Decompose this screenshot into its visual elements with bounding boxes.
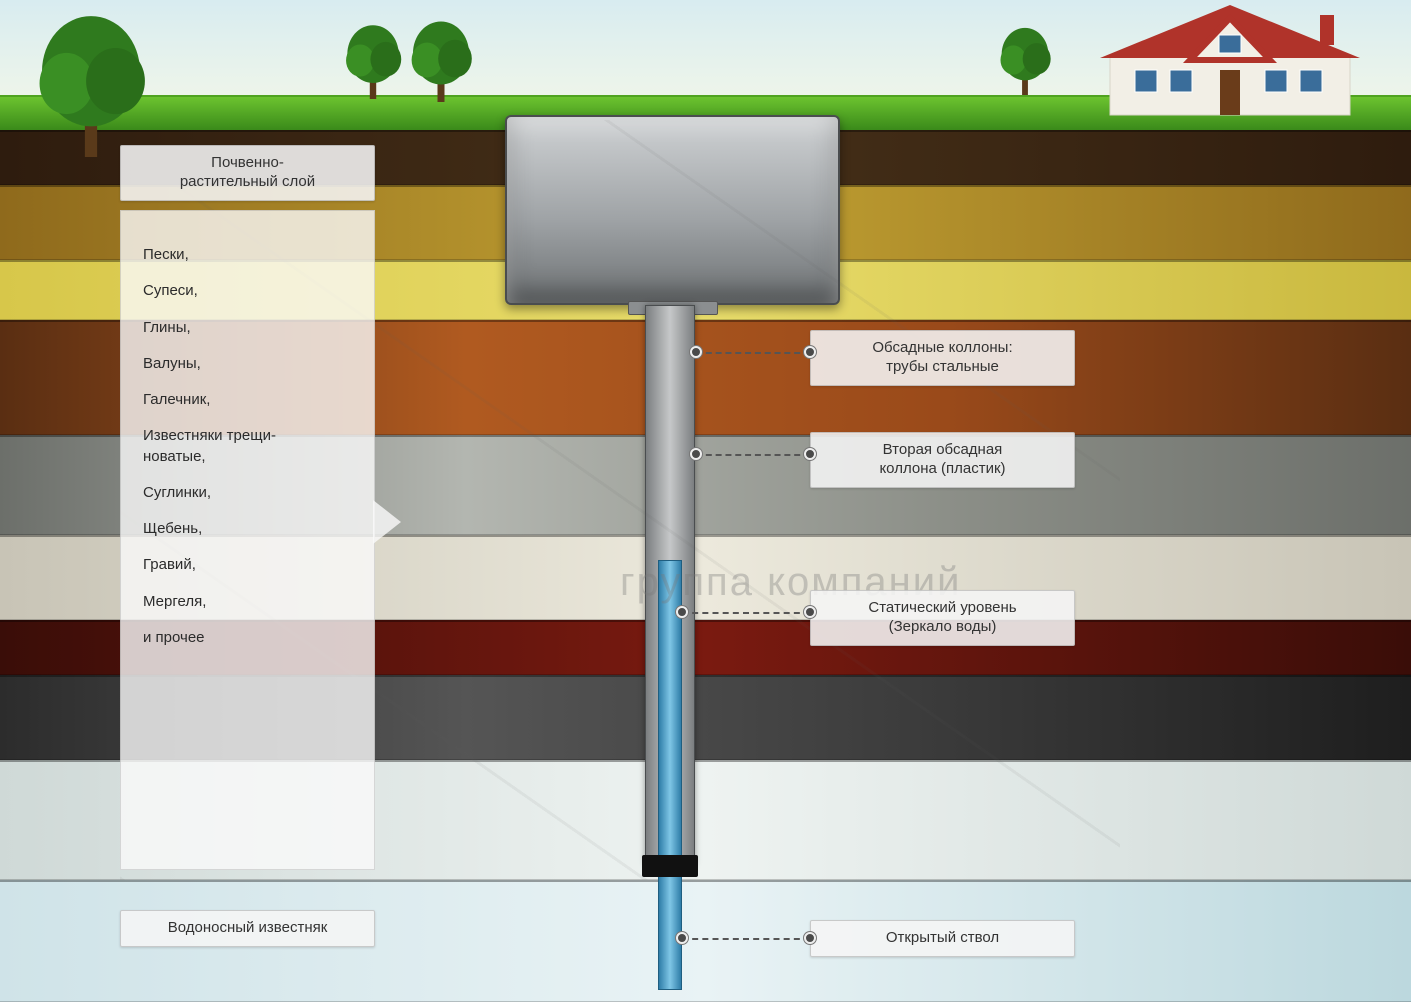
pipe-collar (642, 855, 698, 877)
soil-type-item: Гравий, (143, 555, 354, 575)
soil-type-item: Щебень, (143, 519, 354, 539)
well-tank (505, 115, 840, 305)
leader-line (696, 454, 810, 456)
leader-dot-icon (804, 932, 816, 944)
aquifer-label: Водоносный известняк (120, 910, 375, 947)
soil-type-item: Суглинки, (143, 483, 354, 503)
leader-dot-icon (804, 448, 816, 460)
soil-type-item: и прочее (143, 628, 354, 648)
soil-type-item: Валуны, (143, 354, 354, 374)
soil-type-item: Глины, (143, 318, 354, 338)
soil-type-item: Супеси, (143, 281, 354, 301)
leader-dot-icon (690, 346, 702, 358)
leader-dot-icon (676, 606, 688, 618)
leader-dot-icon (676, 932, 688, 944)
tree-icon (340, 22, 406, 99)
leader-dot-icon (690, 448, 702, 460)
tree-icon (995, 25, 1055, 95)
house-icon (1080, 0, 1380, 120)
soil-type-item: Пески, (143, 245, 354, 265)
soil-type-item: Галечник, (143, 390, 354, 410)
leader-dot-icon (804, 606, 816, 618)
diagram-stage: группа компанийПочвенно- растительный сл… (0, 0, 1411, 1002)
panel-pointer-icon (373, 500, 401, 544)
soil-type-item: Мергеля, (143, 592, 354, 612)
soil-type-item: Известняки трещи- новатые, (143, 426, 354, 467)
soil-header-label: Почвенно- растительный слой (120, 145, 375, 201)
casing-inner-water (658, 560, 682, 990)
leader-dot-icon (804, 346, 816, 358)
callout-label: Статический уровень (Зеркало воды) (810, 590, 1075, 646)
callout-label: Открытый ствол (810, 920, 1075, 957)
tree-icon (405, 18, 477, 102)
leader-line (696, 352, 810, 354)
callout-label: Вторая обсадная коллона (пластик) (810, 432, 1075, 488)
callout-label: Обсадные коллоны: трубы стальные (810, 330, 1075, 386)
soil-types-panel: Пески, Супеси, Глины, Валуны, Галечник, Извес… (120, 210, 375, 870)
leader-line (682, 938, 810, 940)
leader-line (682, 612, 810, 614)
tree-icon (28, 10, 154, 157)
